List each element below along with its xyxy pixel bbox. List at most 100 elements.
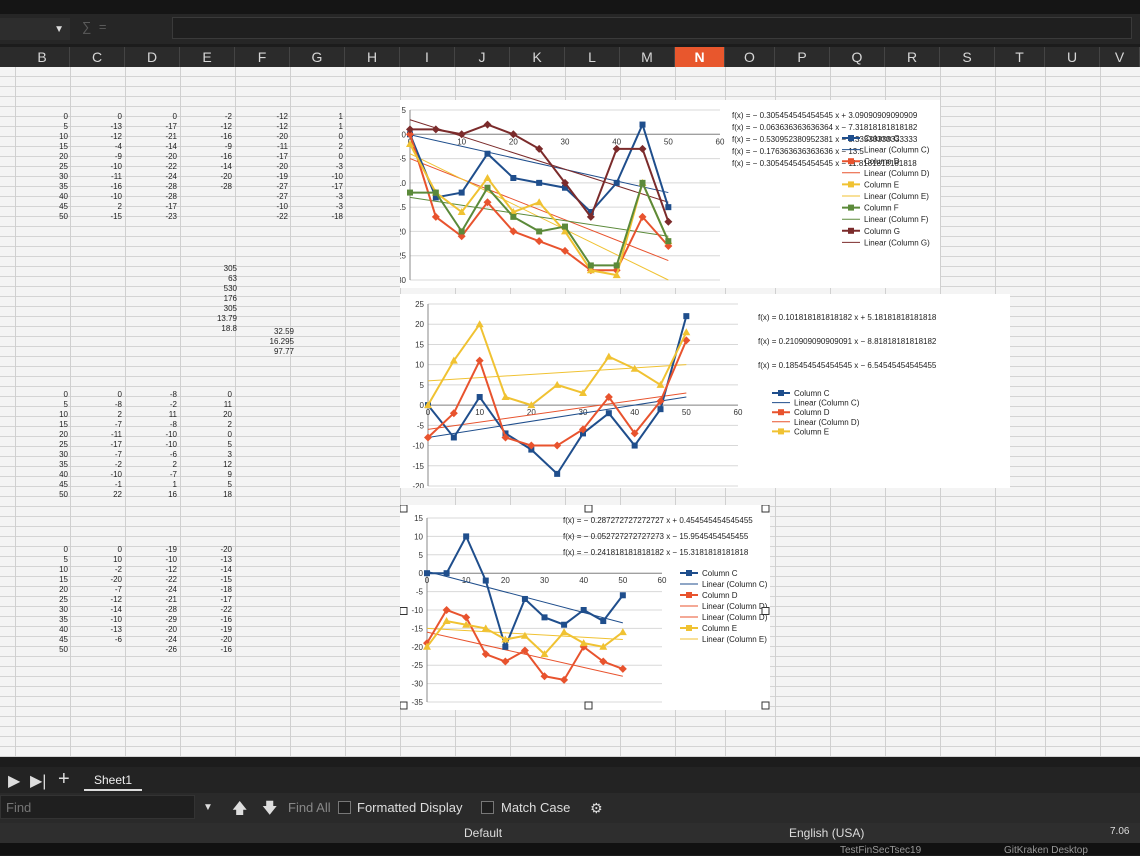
column-header-g[interactable]: G	[290, 47, 345, 67]
cell[interactable]: 1	[172, 480, 177, 489]
cell[interactable]: -10	[331, 172, 343, 181]
cell[interactable]: -18	[220, 585, 232, 594]
cell[interactable]: 25	[59, 440, 68, 449]
cell[interactable]: -3	[335, 192, 343, 201]
column-header-b[interactable]: B	[15, 47, 70, 67]
formula-input[interactable]	[172, 17, 1132, 39]
column-header-n[interactable]: N	[675, 47, 725, 67]
column-header-l[interactable]: L	[565, 47, 620, 67]
cell[interactable]: 35	[59, 615, 68, 624]
cell[interactable]: 0	[227, 390, 232, 399]
column-header-m[interactable]: M	[620, 47, 675, 67]
column-header-o[interactable]: O	[725, 47, 775, 67]
cell[interactable]: 50	[59, 645, 68, 654]
cell[interactable]: 2	[172, 460, 177, 469]
cell[interactable]: 35	[59, 182, 68, 191]
column-header-h[interactable]: H	[345, 47, 400, 67]
cell[interactable]: -12	[110, 132, 122, 141]
cell[interactable]: -13	[110, 122, 122, 131]
cell[interactable]: 2	[227, 420, 232, 429]
cell[interactable]: -7	[169, 470, 177, 479]
cell[interactable]: 10	[59, 410, 68, 419]
cell[interactable]: 10	[59, 132, 68, 141]
cell[interactable]: 3	[227, 450, 232, 459]
cell[interactable]: -17	[331, 182, 343, 191]
cell[interactable]: 530	[223, 284, 237, 293]
cell[interactable]: -10	[276, 202, 288, 211]
cell[interactable]: -19	[220, 625, 232, 634]
find-input[interactable]	[0, 795, 195, 819]
cell[interactable]: 25	[59, 595, 68, 604]
cell[interactable]: 30	[59, 450, 68, 459]
cell[interactable]: -6	[169, 450, 177, 459]
cell[interactable]: 40	[59, 625, 68, 634]
cell[interactable]: 45	[59, 480, 68, 489]
formatted-display-checkbox[interactable]	[338, 801, 351, 814]
cell[interactable]: 2	[338, 142, 343, 151]
taskbar-item[interactable]: TestFinSecTsec19	[840, 845, 922, 856]
cell[interactable]: -24	[165, 635, 177, 644]
name-box[interactable]: ▼	[0, 18, 70, 40]
cell[interactable]: 40	[59, 470, 68, 479]
cell[interactable]: -20	[276, 132, 288, 141]
cell[interactable]: -17	[276, 152, 288, 161]
cell[interactable]: 305	[223, 304, 237, 313]
cell[interactable]: 16	[168, 490, 177, 499]
cell[interactable]: -14	[110, 605, 122, 614]
cell[interactable]: 0	[63, 545, 68, 554]
cell[interactable]: 97.77	[273, 347, 294, 356]
cell[interactable]: 13.79	[216, 314, 237, 323]
cell[interactable]: -10	[110, 470, 122, 479]
cell[interactable]: -22	[165, 575, 177, 584]
cell[interactable]: -13	[110, 625, 122, 634]
cell[interactable]: 15	[59, 142, 68, 151]
cell[interactable]: -28	[220, 182, 232, 191]
cell[interactable]: 18	[223, 490, 232, 499]
column-header-f[interactable]: F	[235, 47, 290, 67]
cell[interactable]: -20	[110, 575, 122, 584]
last-sheet-icon[interactable]: ▶|	[30, 773, 47, 790]
cell[interactable]: -1	[114, 480, 122, 489]
find-dropdown-icon[interactable]: ▼	[203, 802, 213, 813]
cell[interactable]: -12	[165, 565, 177, 574]
cell[interactable]: -18	[331, 212, 343, 221]
cell[interactable]: 12	[223, 460, 232, 469]
cell[interactable]: -24	[165, 172, 177, 181]
cell[interactable]: 11	[168, 410, 177, 419]
cell[interactable]: 50	[59, 490, 68, 499]
cell[interactable]: -6	[114, 635, 122, 644]
cell[interactable]: -9	[224, 142, 232, 151]
cell[interactable]: -8	[169, 390, 177, 399]
column-header-e[interactable]: E	[180, 47, 235, 67]
column-header-r[interactable]: R	[885, 47, 940, 67]
cell[interactable]: 0	[227, 430, 232, 439]
cell[interactable]: -10	[165, 430, 177, 439]
language[interactable]: English (USA)	[789, 826, 865, 840]
column-header-u[interactable]: U	[1045, 47, 1100, 67]
column-header-c[interactable]: C	[70, 47, 125, 67]
cell[interactable]: 15	[59, 420, 68, 429]
cell[interactable]: -26	[165, 645, 177, 654]
cell[interactable]: -12	[220, 122, 232, 131]
cell[interactable]: -11	[277, 142, 288, 151]
cell[interactable]: 5	[63, 555, 68, 564]
cell[interactable]: -10	[110, 615, 122, 624]
cell[interactable]: -21	[165, 132, 177, 141]
cell[interactable]: 18.8	[221, 324, 237, 333]
cell[interactable]: -28	[165, 182, 177, 191]
cell[interactable]: -17	[165, 122, 177, 131]
cell[interactable]: 0	[172, 112, 177, 121]
column-header-s[interactable]: S	[940, 47, 995, 67]
cell[interactable]: 11	[223, 400, 232, 409]
cell[interactable]: -10	[110, 192, 122, 201]
cell[interactable]: -20	[220, 635, 232, 644]
cell[interactable]: -20	[220, 545, 232, 554]
cell[interactable]: -14	[220, 162, 232, 171]
function-wizard-icon[interactable]: ∑ =	[82, 19, 109, 34]
cell[interactable]: -20	[220, 172, 232, 181]
column-header-d[interactable]: D	[125, 47, 180, 67]
cell[interactable]: -28	[165, 192, 177, 201]
cell[interactable]: 40	[59, 192, 68, 201]
cell[interactable]: -7	[114, 450, 122, 459]
cell[interactable]: -4	[114, 142, 122, 151]
